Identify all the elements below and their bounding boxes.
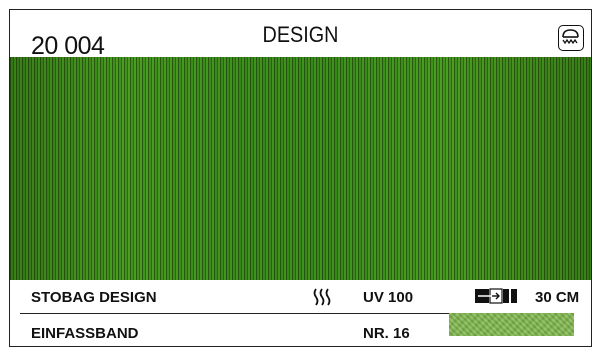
awning-icon (558, 25, 584, 51)
binding-tape-swatch (449, 313, 574, 336)
fabric-swatch (10, 57, 591, 280)
uv-rating: UV 100 (363, 289, 414, 306)
heat-waves-icon (312, 288, 332, 311)
binding-tape-label: EINFASSBAND (31, 325, 139, 342)
fabric-card: 20 004 DESIGN (9, 9, 592, 347)
product-line-label: STOBAG DESIGN (31, 289, 157, 306)
row-divider (20, 313, 564, 314)
width-arrow-icon (475, 288, 517, 309)
fabric-code: 20 004 (31, 32, 105, 60)
page-title: DESIGN (262, 22, 339, 47)
fabric-width: 30 CM (535, 289, 580, 306)
binding-tape-number: NR. 16 (363, 325, 410, 342)
